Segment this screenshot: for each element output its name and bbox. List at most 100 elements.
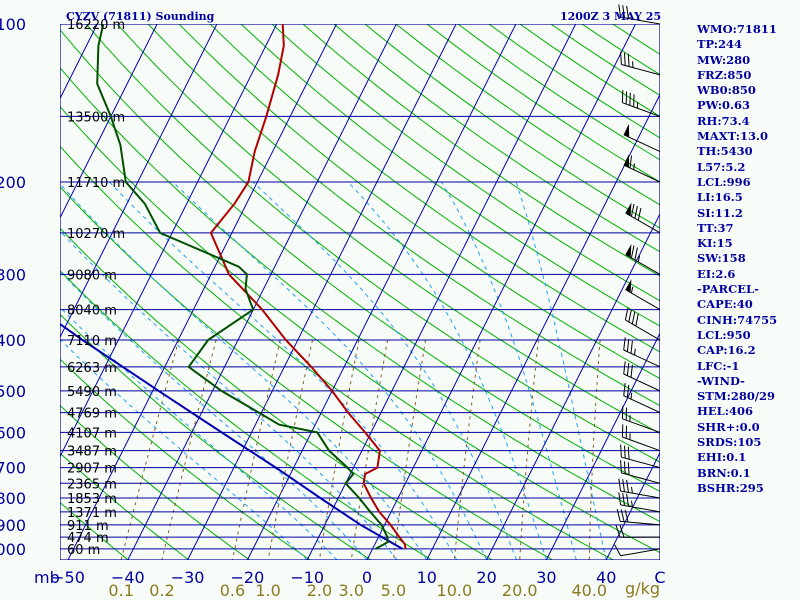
- barb-feather: [626, 479, 629, 493]
- barb-feather: [635, 313, 639, 327]
- barb-feather: [623, 361, 626, 375]
- sounding-index: MAXT:13.0: [697, 129, 768, 144]
- barb-feather: [637, 207, 642, 221]
- barb-half-feather: [631, 500, 633, 508]
- height-label: 60 m: [67, 543, 100, 558]
- pressure-tick-label: 100: [0, 15, 26, 34]
- mixing-ratio-tick-label: 2.0: [307, 581, 332, 600]
- wind-barb: [618, 492, 661, 513]
- station-title: CYZV (71811) Sounding: [66, 10, 215, 23]
- pressure-tick-label: 200: [0, 173, 26, 192]
- barb-feather: [626, 363, 630, 376]
- barb-staff: [620, 504, 661, 513]
- pressure-tick-label: 900: [0, 516, 26, 535]
- sounding-index: PW:0.63: [697, 98, 751, 113]
- dry-adiabat: [240, 24, 660, 327]
- sounding-index: WB0:850: [697, 83, 756, 98]
- barb-feather: [626, 5, 629, 19]
- sounding-index: EHI:0.1: [697, 450, 747, 465]
- temperature-tick-label: 40: [596, 568, 616, 587]
- isotherm: [60, 24, 218, 339]
- pressure-tick-label: 700: [0, 459, 26, 478]
- wind-barb: [618, 4, 661, 25]
- sounding-index: TP:244: [697, 37, 743, 52]
- dry-adiabat: [60, 28, 660, 493]
- barb-feather: [624, 307, 629, 321]
- mixing-ratio-unit: g/kg: [625, 579, 660, 598]
- dry-adiabat: [60, 404, 250, 560]
- moist-adiabat: [60, 230, 398, 560]
- barb-feather: [634, 205, 638, 219]
- barb-feather: [622, 5, 625, 18]
- sounding-index: KI:15: [697, 236, 733, 251]
- height-label: 16220 m: [67, 18, 125, 33]
- barb-feather: [623, 337, 626, 351]
- barb-feather: [630, 245, 635, 259]
- wind-barb: [625, 244, 661, 275]
- wind-barb: [625, 202, 661, 234]
- barb-staff: [623, 349, 661, 368]
- sounding-index: CAPE:40: [697, 297, 753, 312]
- height-label: 4107 m: [67, 426, 117, 441]
- wind-barb: [614, 544, 661, 557]
- barb-staff: [623, 395, 661, 414]
- barb-feather: [627, 53, 630, 67]
- wind-barbs: [614, 4, 661, 557]
- height-label: 11710 m: [67, 176, 125, 191]
- barb-feather: [627, 462, 630, 476]
- barb-feather: [624, 445, 626, 459]
- mixing-ratio-tick-label: 0.2: [149, 581, 174, 600]
- mixing-ratio-line: [588, 339, 601, 560]
- barb-feather: [622, 479, 625, 492]
- wind-barb: [621, 406, 661, 433]
- sounding-index: SW:158: [697, 251, 746, 266]
- isotherm: [246, 24, 517, 560]
- wind-barb: [618, 478, 661, 499]
- parcel-trace: [60, 322, 403, 550]
- sounding-indices: WMO:71811 TP:244 MW:280 FRZ:850 WB0:850 PW:0.…: [697, 22, 797, 496]
- barb-feather: [624, 461, 626, 475]
- pressure-tick-label: 800: [0, 489, 26, 508]
- temperature-tick-label: 10: [417, 568, 437, 587]
- sounding-index: -PARCEL-: [697, 282, 759, 297]
- mixing-ratio-line: [392, 339, 426, 560]
- barb-flag: [625, 244, 632, 258]
- temperature-tick-label: −50: [51, 568, 85, 587]
- sounding-index: RH:73.4: [697, 113, 750, 128]
- temperature-tick-label: −20: [231, 568, 265, 587]
- barb-staff: [623, 134, 661, 153]
- barb-feather: [634, 247, 638, 260]
- dry-adiabat: [60, 185, 553, 560]
- sounding-index: SI:11.2: [697, 205, 743, 220]
- barb-staff: [622, 436, 661, 452]
- temperature-tick-label: 30: [536, 568, 556, 587]
- pressure-tick-label: 400: [0, 331, 26, 350]
- temperature-tick-label: −30: [171, 568, 205, 587]
- pressure-unit: mb: [34, 568, 60, 587]
- mixing-ratio-tick-label: 0.6: [220, 581, 245, 600]
- barb-staff: [620, 490, 661, 499]
- barb-feather: [623, 383, 626, 396]
- dry-adiabat: [60, 145, 614, 560]
- isotherm: [306, 24, 577, 560]
- height-label: 13500 m: [67, 110, 125, 125]
- isotherm: [187, 24, 457, 560]
- barb-feather: [620, 51, 622, 65]
- sounding-index: CAP:16.2: [697, 343, 756, 358]
- isotherm: [545, 332, 660, 560]
- mixing-ratio-line: [350, 339, 389, 560]
- moist-adiabat: [60, 338, 308, 560]
- temperature-unit: C: [654, 568, 665, 587]
- pressure-tick-label: 500: [0, 382, 26, 401]
- sounding-index: WMO:71811: [697, 22, 777, 36]
- sounding-index: SHR+:0.0: [697, 419, 760, 434]
- dry-adiabat: [147, 24, 660, 407]
- mixing-ratio-tick-label: 3.0: [339, 581, 364, 600]
- pressure-tick-label: 300: [0, 265, 26, 284]
- height-label: 1853 m: [67, 492, 117, 507]
- pressure-tick-label: 600: [0, 423, 26, 442]
- barb-feather: [626, 339, 630, 352]
- barb-feather: [616, 508, 621, 522]
- isotherm: [366, 24, 636, 560]
- mixing-ratio-tick-label: 10.0: [437, 581, 473, 600]
